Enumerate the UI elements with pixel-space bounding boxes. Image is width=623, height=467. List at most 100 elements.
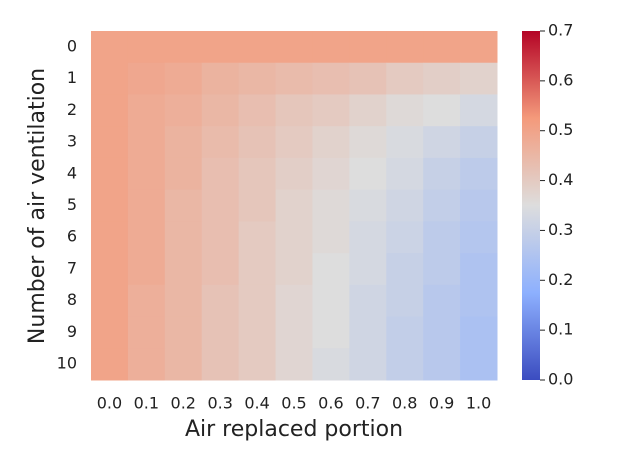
heatmap-cell bbox=[349, 62, 387, 95]
heatmap-cell bbox=[275, 157, 313, 191]
heatmap-cell bbox=[312, 31, 350, 64]
heatmap-cell bbox=[423, 221, 461, 254]
heatmap-cell bbox=[423, 348, 461, 381]
x-tick-label: 0.9 bbox=[429, 394, 454, 413]
heatmap-cell bbox=[275, 253, 313, 286]
heatmap-cell bbox=[238, 316, 277, 349]
heatmap-cell bbox=[238, 126, 277, 159]
heatmap-cell bbox=[238, 253, 277, 286]
y-tick-label: 2 bbox=[67, 100, 77, 119]
heatmap-cell bbox=[164, 348, 203, 381]
heatmap-cell bbox=[349, 31, 387, 64]
heatmap-cell bbox=[127, 157, 166, 191]
heatmap-cell bbox=[460, 221, 498, 254]
heatmap-cell bbox=[423, 284, 461, 318]
heatmap-cell bbox=[238, 189, 277, 222]
y-tick-label: 10 bbox=[57, 354, 77, 373]
heatmap-cell bbox=[423, 157, 461, 191]
heatmap-cell bbox=[423, 94, 461, 127]
colorbar-tick-label: 0.5 bbox=[548, 120, 573, 139]
heatmap-cell bbox=[386, 221, 424, 254]
heatmap-cell bbox=[312, 126, 350, 159]
x-tick-label: 0.6 bbox=[318, 394, 343, 413]
heatmap-cell bbox=[275, 348, 313, 381]
heatmap-cell bbox=[423, 62, 461, 95]
heatmap-cell bbox=[127, 189, 166, 222]
heatmap-cell bbox=[164, 316, 203, 349]
heatmap-cell bbox=[91, 157, 129, 191]
heatmap-cell bbox=[91, 62, 129, 95]
heatmap-cell bbox=[386, 316, 424, 349]
heatmap-cell bbox=[238, 62, 277, 95]
heatmap-cell bbox=[386, 157, 424, 191]
colorbar-tick-label: 0.4 bbox=[548, 170, 573, 189]
heatmap-cell bbox=[164, 94, 203, 127]
heatmap-cell bbox=[386, 189, 424, 222]
x-axis-label: Air replaced portion bbox=[185, 417, 403, 442]
y-tick-label: 0 bbox=[67, 36, 77, 55]
heatmap-cell bbox=[201, 126, 240, 159]
heatmap-cell bbox=[127, 221, 166, 254]
heatmap-cell bbox=[164, 221, 203, 254]
heatmap-cell bbox=[275, 126, 313, 159]
y-tick-label: 5 bbox=[67, 195, 77, 214]
heatmap-cell bbox=[386, 62, 424, 95]
colorbar bbox=[522, 31, 540, 380]
heatmap-cell bbox=[460, 189, 498, 222]
heatmap-cell bbox=[238, 157, 277, 191]
heatmap-cell bbox=[275, 284, 313, 318]
heatmap-cell bbox=[127, 284, 166, 318]
heatmap-cell bbox=[312, 316, 350, 349]
heatmap-cell bbox=[349, 189, 387, 222]
heatmap-cell bbox=[312, 221, 350, 254]
heatmap-cell bbox=[127, 348, 166, 381]
y-tick-label: 7 bbox=[67, 258, 77, 277]
heatmap-cell bbox=[460, 348, 498, 381]
colorbar-tick-label: 0.6 bbox=[548, 70, 573, 89]
y-axis-label: Number of air ventilation bbox=[25, 68, 50, 344]
heatmap-cell bbox=[127, 316, 166, 349]
heatmap-cell bbox=[201, 284, 240, 318]
heatmap-cell bbox=[127, 31, 166, 64]
colorbar-tick-label: 0.2 bbox=[548, 270, 573, 289]
heatmap-cell bbox=[386, 94, 424, 127]
heatmap-cell bbox=[423, 253, 461, 286]
heatmap-cell bbox=[91, 126, 129, 159]
x-tick-label: 0.3 bbox=[207, 394, 232, 413]
y-tick-label: 9 bbox=[67, 322, 77, 341]
x-tick-label: 0.5 bbox=[281, 394, 306, 413]
heatmap-cell bbox=[275, 221, 313, 254]
heatmap-cell bbox=[91, 253, 129, 286]
heatmap-cell bbox=[423, 126, 461, 159]
y-tick-label: 3 bbox=[67, 132, 77, 151]
heatmap-cell bbox=[201, 253, 240, 286]
heatmap-cell bbox=[91, 221, 129, 254]
colorbar-tick-label: 0.7 bbox=[548, 21, 573, 40]
heatmap-cell bbox=[91, 284, 129, 318]
heatmap-cell bbox=[275, 316, 313, 349]
heatmap-cell bbox=[164, 126, 203, 159]
heatmap-cell bbox=[312, 284, 350, 318]
heatmap-cell bbox=[275, 189, 313, 222]
heatmap-cell bbox=[386, 31, 424, 64]
heatmap-cell bbox=[349, 126, 387, 159]
heatmap-cell bbox=[423, 31, 461, 64]
heatmap-cell bbox=[460, 284, 498, 318]
heatmap-cell bbox=[349, 157, 387, 191]
heatmap-cell bbox=[91, 348, 129, 381]
heatmap-cell bbox=[460, 157, 498, 191]
heatmap-cell bbox=[423, 316, 461, 349]
heatmap-cell bbox=[127, 253, 166, 286]
heatmap-cell bbox=[312, 94, 350, 127]
heatmap-cell bbox=[127, 126, 166, 159]
heatmap-cell bbox=[386, 126, 424, 159]
y-tick-label: 1 bbox=[67, 68, 77, 87]
heatmap-cell bbox=[91, 316, 129, 349]
heatmap-cell bbox=[164, 157, 203, 191]
heatmap-cell bbox=[312, 348, 350, 381]
heatmap-cell bbox=[460, 126, 498, 159]
heatmap-cell bbox=[312, 157, 350, 191]
colorbar-tick-label: 0.0 bbox=[548, 370, 573, 389]
heatmap-cell bbox=[164, 31, 203, 64]
heatmap-cell bbox=[349, 348, 387, 381]
